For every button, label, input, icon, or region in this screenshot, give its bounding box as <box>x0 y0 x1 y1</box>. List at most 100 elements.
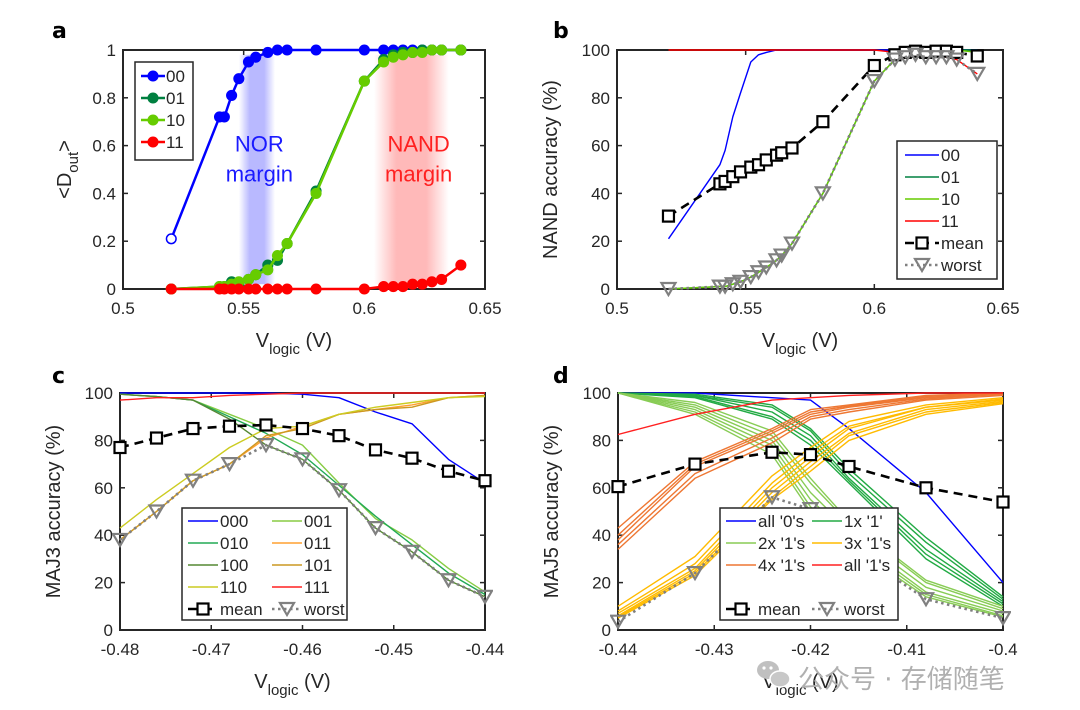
panel-c: c -0.48 -0.47 -0.46 -0.45 -0.44 0 20 40 60 80 100 Vl… <box>43 364 504 699</box>
margin-annotation: margin <box>385 162 452 187</box>
data-point <box>785 141 799 155</box>
data-point <box>439 573 458 589</box>
series-line-worst <box>668 53 979 291</box>
legend-label: 11 <box>941 212 959 231</box>
data-point <box>295 421 310 436</box>
series-line-3x1s <box>617 403 1004 619</box>
panel-letter: a <box>52 19 67 44</box>
y-tick-label: 20 <box>94 574 113 593</box>
data-point <box>426 44 438 56</box>
x-tick-label: 0.5 <box>111 299 135 318</box>
series-line-1x1 <box>617 392 1004 605</box>
y-tick-label: 0.6 <box>92 137 116 156</box>
y-tick-label: 100 <box>583 384 611 403</box>
legend-label: mean <box>941 234 984 253</box>
data-point <box>226 89 238 101</box>
x-axis-label: Vlogic (V) <box>256 330 332 358</box>
margin-annotation: NOR <box>235 132 284 157</box>
y-label-main: <D <box>54 173 76 199</box>
data-point <box>165 233 177 245</box>
legend-marker <box>278 601 296 618</box>
data-point <box>783 236 801 252</box>
data-point <box>950 45 964 59</box>
series-layer <box>112 392 493 606</box>
legend-label: 011 <box>304 534 331 553</box>
y-tick-label: 80 <box>592 431 611 450</box>
legend-marker <box>147 136 159 148</box>
y-axis-label: <Dout> <box>54 140 82 199</box>
data-point <box>250 51 262 63</box>
panel-letter: c <box>52 364 65 389</box>
data-point <box>886 52 904 68</box>
y-tick-label: 0.4 <box>92 184 116 203</box>
legend-box <box>134 61 194 161</box>
data-point <box>996 495 1010 509</box>
series-line-1x1 <box>617 392 1004 607</box>
legend: 00 01 10 11 mean worst <box>896 140 998 280</box>
x-tick-label: 0.6 <box>863 299 887 318</box>
data-point <box>310 283 322 295</box>
data-point <box>741 269 760 286</box>
series-line-000 <box>120 392 486 484</box>
legend-marker <box>734 602 748 616</box>
data-point <box>368 443 383 457</box>
legend-label: 01 <box>941 168 960 187</box>
legend-label: worst <box>940 256 982 275</box>
legend-marker <box>196 602 210 616</box>
y-tick-label: 40 <box>94 526 113 545</box>
data-point <box>716 279 734 295</box>
data-point <box>919 481 933 495</box>
data-point <box>378 56 390 68</box>
x-tick-label: 0.65 <box>468 299 501 318</box>
data-point <box>896 50 915 66</box>
data-point <box>281 283 293 295</box>
x-tick-label: -0.45 <box>374 640 413 659</box>
data-point <box>476 589 493 606</box>
data-point <box>405 451 419 465</box>
series-layer <box>610 392 1011 630</box>
x-label-main: V <box>762 330 776 352</box>
data-point <box>441 464 456 478</box>
data-point <box>257 438 275 454</box>
y-tick-label: 80 <box>591 89 610 108</box>
data-point <box>927 50 946 66</box>
data-point <box>757 260 776 276</box>
data-point <box>165 283 177 295</box>
data-point <box>947 52 966 68</box>
legend-marker <box>147 92 159 104</box>
series-layer <box>165 44 467 295</box>
data-point <box>250 283 262 295</box>
legend-label: 2x '1's <box>758 534 805 553</box>
series-line-2x1s <box>617 392 1004 607</box>
data-point <box>358 283 370 295</box>
data-point <box>250 269 262 281</box>
legend-label: 10 <box>941 190 960 209</box>
x-label-sub: logic <box>269 341 300 358</box>
margin-band <box>238 54 276 285</box>
data-point <box>271 283 284 295</box>
data-point <box>842 459 856 474</box>
data-point <box>310 44 322 56</box>
data-point <box>813 186 832 202</box>
y-tick-label: 40 <box>592 526 611 545</box>
data-point <box>184 473 202 489</box>
data-point <box>397 281 409 293</box>
data-point <box>937 50 956 66</box>
data-point <box>387 281 399 293</box>
y-tick-label: 0 <box>602 621 611 640</box>
data-point <box>366 520 385 537</box>
data-point <box>416 46 428 58</box>
panel-letter: d <box>553 364 569 389</box>
data-point <box>222 419 237 433</box>
x-tick-label: 0.55 <box>227 299 260 318</box>
legend-label: worst <box>303 600 345 619</box>
data-point <box>281 238 293 250</box>
data-point <box>916 50 935 66</box>
legend-label: 1x '1' <box>844 512 883 531</box>
data-point <box>271 249 284 262</box>
y-tick-label: 20 <box>592 574 611 593</box>
series-line-1x1 <box>617 392 1004 603</box>
data-point <box>416 278 428 290</box>
y-tick-label: 0 <box>107 280 116 299</box>
